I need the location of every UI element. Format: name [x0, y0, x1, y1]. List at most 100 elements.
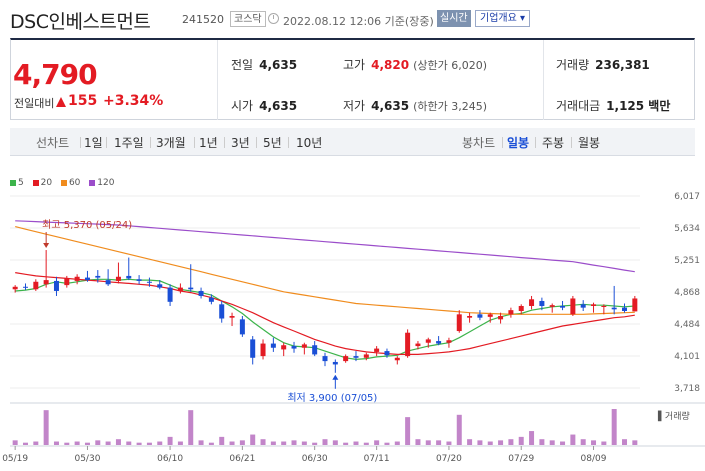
volume-bar	[84, 442, 90, 445]
x-tick-label: 06/21	[229, 454, 255, 464]
upper-limit: (상한가 6,020)	[413, 59, 487, 72]
y-tick-label: 4,484	[674, 320, 700, 330]
candle-body	[518, 305, 524, 311]
ma5-line	[15, 278, 635, 361]
x-tick-label: 07/20	[436, 454, 462, 464]
separator	[150, 137, 151, 148]
separator	[571, 137, 572, 148]
volume-bar	[64, 442, 70, 445]
low-annotation: 최저 3,900 (07/05)	[287, 392, 377, 404]
volume-bar	[198, 440, 204, 445]
candle-body	[601, 305, 607, 307]
volume-label: ▌거래량	[658, 412, 690, 422]
period-selector: 선차트 1일 1주일 3개월 1년 3년 5년 10년 봉차트 일봉 주봉 월봉	[10, 128, 695, 156]
volume-bar	[363, 442, 369, 445]
volume-bar	[518, 436, 524, 445]
volume-bar	[270, 441, 276, 445]
volume-bar	[43, 410, 49, 445]
ma120-line	[15, 220, 635, 273]
candle-body	[394, 357, 400, 361]
stat-volume: 거래량 236,381	[556, 56, 650, 73]
volume-bar	[446, 441, 452, 445]
volume-bar	[167, 436, 173, 445]
candle-body	[425, 339, 431, 343]
candle-body	[446, 340, 452, 343]
legend-swatch	[10, 179, 16, 186]
volume-bar	[157, 441, 163, 445]
volume-bar	[415, 439, 421, 445]
candle-body	[167, 287, 173, 302]
legend-swatch	[89, 179, 96, 186]
volume-bar	[260, 439, 266, 445]
volume-bar	[601, 441, 607, 445]
separator	[194, 137, 195, 148]
volume-bar	[539, 439, 545, 445]
divider	[217, 40, 218, 120]
period-10y[interactable]: 10년	[296, 136, 323, 150]
candlestick-chart[interactable]: 6,017 5,634 5,251 4,868 4,484 4,101 3,718 05/1…	[0, 190, 705, 471]
candle-body	[95, 275, 101, 278]
candle-body	[353, 356, 359, 358]
candle-body	[115, 276, 121, 281]
y-tick-label: 6,017	[674, 192, 700, 202]
candle-body	[508, 310, 514, 315]
candle-body	[580, 304, 586, 308]
timestamp: 2022.08.12 12:06 기준(장중)	[283, 15, 434, 28]
stat-open: 시가 4,635	[231, 97, 297, 114]
period-5y[interactable]: 5년	[263, 136, 282, 150]
lower-limit: (하한가 3,245)	[413, 100, 487, 113]
volume-bar	[611, 409, 617, 445]
realtime-button[interactable]: 실시간	[437, 10, 471, 27]
candle-body	[84, 277, 90, 281]
candle-body	[332, 361, 338, 365]
candle-body	[539, 300, 545, 306]
stat-label: 저가	[343, 99, 366, 113]
line-chart-label[interactable]: 선차트	[36, 136, 70, 150]
volume-bar	[105, 441, 111, 445]
candle-body	[374, 348, 380, 352]
period-3m[interactable]: 3개월	[156, 136, 186, 150]
volume-bar	[560, 441, 566, 445]
volume-bar	[126, 441, 132, 445]
candle-chart-label[interactable]: 봉차트	[462, 136, 496, 150]
candle-daily[interactable]: 일봉	[507, 136, 530, 150]
company-info-button[interactable]: 기업개요 ▾	[475, 10, 530, 27]
x-tick-label: 07/29	[508, 454, 534, 464]
volume-bar	[632, 440, 638, 445]
legend-swatch	[60, 179, 67, 186]
legend-swatch	[32, 179, 39, 186]
candle-body	[74, 276, 80, 281]
stat-trade-value: 거래대금 1,125 백만	[556, 97, 670, 114]
legend-ma5: 5	[10, 178, 24, 188]
candle-body	[487, 314, 493, 317]
candle-weekly[interactable]: 주봉	[542, 136, 565, 150]
volume-bar	[188, 410, 194, 445]
candle-body	[43, 280, 49, 285]
candle-body	[22, 286, 28, 288]
volume-bar	[74, 441, 80, 445]
period-3y[interactable]: 3년	[231, 136, 250, 150]
volume-bar	[498, 440, 504, 445]
candle-body	[312, 345, 318, 355]
chart-grid	[10, 195, 705, 447]
volume-bar	[549, 440, 555, 445]
period-1y[interactable]: 1년	[199, 136, 218, 150]
x-tick-label: 08/09	[581, 454, 607, 464]
period-1w[interactable]: 1주일	[114, 136, 144, 150]
candles	[12, 250, 638, 373]
period-1d[interactable]: 1일	[84, 136, 103, 150]
volume-bar	[53, 441, 59, 445]
volume-bar	[229, 441, 235, 445]
candle-body	[126, 275, 132, 279]
candle-monthly[interactable]: 월봉	[578, 136, 601, 150]
y-tick-label: 5,251	[674, 256, 700, 266]
candle-body	[611, 307, 617, 310]
volume-bar	[384, 442, 390, 445]
y-tick-label: 4,101	[674, 352, 700, 362]
volume-bar	[456, 414, 462, 445]
stat-label: 고가	[343, 58, 366, 72]
volume-bar	[570, 434, 576, 445]
clock-icon	[268, 13, 279, 24]
stat-label: 시가	[231, 99, 254, 113]
candle-body	[33, 281, 39, 290]
